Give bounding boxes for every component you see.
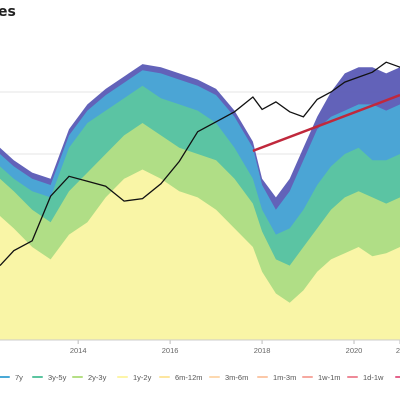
legend-label: 3y-5y bbox=[48, 372, 67, 382]
legend-label: 6m-12m bbox=[175, 372, 203, 382]
legend-swatch bbox=[209, 375, 220, 379]
x-tick-label-2: 2018 bbox=[254, 346, 271, 355]
legend-item-2y-3y[interactable]: 2y-3y bbox=[72, 368, 106, 386]
legend-item-6m-12m[interactable]: 6m-12m bbox=[159, 368, 203, 386]
legend-swatch bbox=[117, 375, 128, 379]
band-1y-2y bbox=[0, 169, 400, 340]
legend-swatch bbox=[32, 375, 43, 379]
x-tick-label-3: 2020 bbox=[346, 346, 363, 355]
legend-label: 7y bbox=[15, 372, 23, 382]
legend-item-1w-1m[interactable]: 1w-1m bbox=[302, 368, 341, 386]
chart-title: es bbox=[0, 4, 16, 20]
legend-label: 1y-2y bbox=[133, 372, 152, 382]
legend-swatch bbox=[347, 375, 358, 379]
legend-swatch bbox=[72, 375, 83, 379]
legend-item-3y-5y[interactable]: 3y-5y bbox=[32, 368, 66, 386]
trend-line bbox=[252, 93, 400, 153]
legend-item-1m-3m[interactable]: 1m-3m bbox=[257, 368, 296, 386]
legend-item-1y-2y[interactable]: 1y-2y bbox=[117, 368, 151, 386]
legend-swatch bbox=[159, 375, 170, 379]
legend-swatch bbox=[395, 375, 400, 379]
x-tick-label-4: 20 bbox=[396, 346, 400, 355]
legend-item-24[interactable]: 24 bbox=[395, 368, 400, 386]
legend-item-1d-1w[interactable]: 1d-1w bbox=[347, 368, 383, 386]
legend: 7y 3y-5y 2y-3y 1y-2y 6m-12m 3m-6m 1m-3m 1w-1m 1d… bbox=[0, 368, 400, 386]
legend-swatch bbox=[0, 375, 10, 379]
legend-swatch bbox=[302, 375, 313, 379]
legend-item-3m-6m[interactable]: 3m-6m bbox=[209, 368, 248, 386]
legend-label: 1w-1m bbox=[318, 372, 341, 382]
x-tick-label-0: 2014 bbox=[70, 346, 87, 355]
legend-swatch bbox=[257, 375, 268, 379]
price-line bbox=[0, 61, 400, 267]
legend-item-7y[interactable]: 7y bbox=[0, 368, 23, 386]
legend-label: 1d-1w bbox=[363, 372, 384, 382]
x-tick-label-1: 2016 bbox=[162, 346, 179, 355]
legend-label: 2y-3y bbox=[88, 372, 107, 382]
legend-label: 3m-6m bbox=[225, 372, 249, 382]
legend-label: 1m-3m bbox=[273, 372, 297, 382]
